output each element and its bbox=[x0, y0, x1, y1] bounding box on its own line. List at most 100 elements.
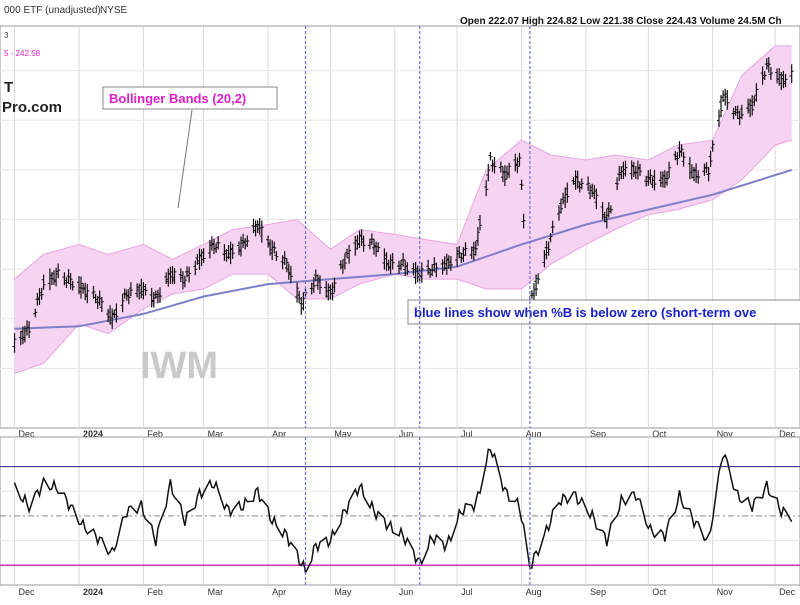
price-panel-frame bbox=[0, 25, 800, 429]
percent-b-x-tick-label: Aug bbox=[526, 587, 542, 597]
price-bar bbox=[696, 170, 701, 184]
percent-b-x-tick-label: May bbox=[334, 587, 352, 597]
price-bar bbox=[318, 275, 322, 295]
price-bar bbox=[401, 253, 406, 267]
price-bar bbox=[486, 163, 491, 182]
price-bar bbox=[648, 169, 653, 184]
price-bar bbox=[342, 253, 347, 270]
price-x-tick-label: Jun bbox=[399, 429, 414, 439]
chart-header: 000 ETF (unadjusted) NYSE Open 222.07 Hi… bbox=[0, 0, 800, 27]
price-bar bbox=[434, 262, 439, 278]
price-x-tick-label: Aug bbox=[526, 429, 542, 439]
percent-b-panel bbox=[0, 436, 800, 586]
brand-text-1: T bbox=[4, 79, 13, 96]
price-bar bbox=[719, 95, 723, 118]
price-x-tick-label: Oct bbox=[652, 429, 667, 439]
price-x-tick-label: Dec bbox=[19, 429, 36, 439]
price-bar bbox=[376, 242, 381, 253]
price-bar bbox=[56, 263, 61, 279]
note-callout: blue lines show when %B is below zero (s… bbox=[407, 299, 800, 325]
price-bar bbox=[679, 144, 684, 157]
price-bar bbox=[12, 333, 17, 353]
price-bar bbox=[623, 160, 628, 177]
price-bar bbox=[405, 262, 410, 276]
bollinger-band-fill bbox=[14, 45, 792, 374]
price-bar bbox=[783, 73, 788, 88]
price-bar bbox=[638, 163, 642, 176]
price-bar bbox=[91, 285, 96, 299]
percent-b-x-tick-label: Jul bbox=[461, 587, 473, 597]
price-bar bbox=[517, 152, 522, 167]
price-date-axis: Dec 2024 Feb Mar Apr May Jun Jul Aug Sep Oct Nov Dec bbox=[19, 429, 796, 439]
price-bar bbox=[725, 90, 730, 110]
price-bar bbox=[311, 277, 316, 293]
percent-b-line-layer bbox=[13, 448, 793, 575]
bollinger-callout-pointer bbox=[177, 109, 193, 209]
price-bar bbox=[41, 274, 46, 290]
price-bar bbox=[492, 156, 497, 174]
percent-b-line bbox=[13, 448, 793, 575]
price-bar bbox=[484, 180, 489, 197]
price-bar bbox=[99, 297, 104, 312]
signal-lines-layer bbox=[304, 26, 531, 585]
price-bar bbox=[120, 294, 125, 313]
percent-b-x-tick-label: Jun bbox=[399, 587, 414, 597]
price-bar bbox=[586, 176, 591, 192]
price-bar bbox=[68, 273, 73, 290]
price-bar bbox=[295, 282, 300, 303]
price-bar bbox=[546, 241, 551, 256]
price-bar bbox=[193, 260, 198, 276]
price-bar bbox=[230, 243, 235, 259]
brand-text-2: Pro.com bbox=[2, 99, 62, 116]
price-bar bbox=[739, 104, 744, 120]
ohlc-readout: Open 222.07 High 224.82 Low 221.38 Close… bbox=[460, 16, 782, 27]
price-x-tick-label: Sep bbox=[590, 429, 606, 439]
percent-b-x-tick-label: Dec bbox=[19, 587, 36, 597]
price-x-tick-label: Mar bbox=[208, 429, 224, 439]
price-bar bbox=[565, 182, 570, 203]
percent-b-x-tick-label: Dec bbox=[779, 587, 796, 597]
price-bar bbox=[534, 274, 539, 296]
percent-b-panel-frame bbox=[0, 436, 800, 586]
price-bar bbox=[519, 179, 524, 190]
bollinger-upper-line bbox=[14, 45, 792, 280]
sma200-layer bbox=[14, 168, 792, 330]
ticker-text: 000 ETF (unadjusted) bbox=[4, 5, 101, 16]
note-box bbox=[407, 299, 800, 325]
price-bar bbox=[608, 205, 613, 214]
bollinger-lower-line bbox=[14, 139, 792, 374]
percent-b-x-tick-label: Sep bbox=[590, 587, 606, 597]
price-bar bbox=[498, 161, 503, 173]
sma200-line bbox=[14, 168, 792, 330]
price-bar bbox=[667, 161, 672, 178]
price-bar bbox=[33, 308, 38, 318]
price-bar bbox=[710, 140, 715, 152]
price-x-tick-label: Nov bbox=[717, 429, 734, 439]
percent-b-x-tick-label: Apr bbox=[272, 587, 286, 597]
price-bar bbox=[182, 275, 187, 288]
price-bar bbox=[559, 198, 563, 214]
price-x-tick-label: Apr bbox=[272, 429, 286, 439]
price-bar bbox=[488, 152, 493, 161]
price-bar bbox=[475, 227, 480, 246]
percent-b-x-tick-label: Oct bbox=[652, 587, 667, 597]
price-bar bbox=[754, 83, 759, 102]
price-bar bbox=[708, 150, 713, 167]
price-bar bbox=[665, 171, 669, 186]
percent-b-x-tick-label: Feb bbox=[147, 587, 163, 597]
price-bar bbox=[274, 251, 279, 261]
price-x-tick-label: Dec bbox=[779, 429, 796, 439]
percent-b-x-tick-label: Mar bbox=[208, 587, 224, 597]
price-bar bbox=[332, 277, 337, 293]
price-bar bbox=[201, 248, 206, 263]
price-bar bbox=[652, 169, 657, 191]
price-bar bbox=[216, 236, 221, 250]
price-bar bbox=[681, 151, 686, 167]
price-bar bbox=[361, 235, 366, 252]
price-bar bbox=[284, 258, 289, 273]
price-bar bbox=[128, 282, 133, 297]
note-text: blue lines show when %B is below zero (s… bbox=[414, 305, 756, 320]
price-bar bbox=[550, 220, 555, 234]
price-bar bbox=[478, 214, 482, 231]
